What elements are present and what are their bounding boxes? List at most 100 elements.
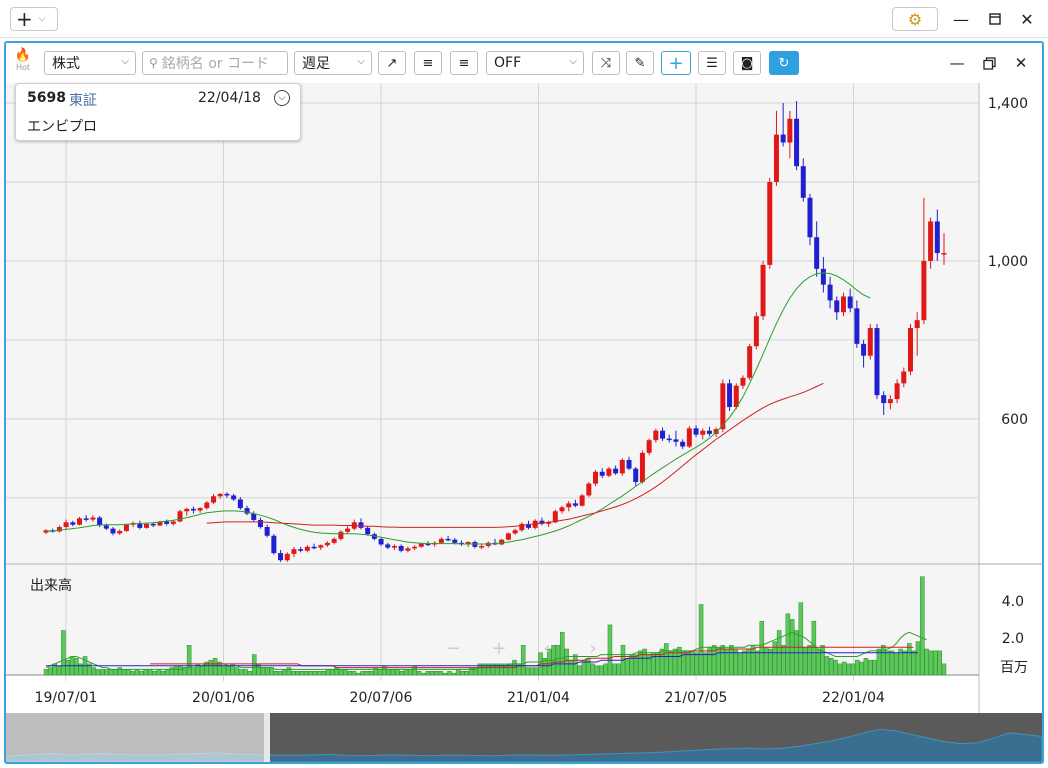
volume-bar — [204, 661, 209, 676]
search-placeholder: 銘柄名 or コード — [161, 56, 270, 72]
indicator-select[interactable]: OFF ⌵ — [486, 51, 584, 75]
volume-bar — [863, 658, 869, 676]
candle-body — [237, 499, 243, 509]
draw-button[interactable]: ✎ — [626, 51, 654, 75]
restore-icon — [982, 56, 996, 70]
volume-bar — [273, 671, 279, 676]
volume-bar — [130, 671, 136, 676]
candle-body — [586, 483, 592, 496]
volume-bar — [629, 654, 634, 676]
volume-bar — [330, 669, 335, 676]
candle-body — [881, 395, 887, 404]
volume-bar — [742, 650, 747, 676]
chart-canvas[interactable]: 19/07/01 20/01/06 20/07/06 21/01/04 21/07/05… — [6, 43, 1042, 762]
window-minimize-button[interactable]: — — [950, 8, 972, 30]
refresh-button[interactable]: ↻ — [769, 51, 799, 75]
volume-bar — [915, 641, 921, 676]
volume-bar — [850, 663, 856, 676]
shuffle-button[interactable]: ⤨ — [592, 51, 620, 75]
scroll-left-button[interactable]: ‹ — [534, 635, 560, 661]
volume-bar — [117, 667, 122, 676]
candle-body — [747, 346, 753, 378]
volume-bar — [503, 663, 509, 676]
candle-body — [519, 523, 525, 531]
volume-bar — [902, 650, 908, 676]
volume-bar — [841, 661, 847, 676]
volume-bar — [199, 665, 205, 676]
volume-bar — [460, 671, 465, 676]
volume-bar — [186, 645, 192, 676]
stock-info-box: 5698 東証 22/04/18 ⌵ エンビプロ — [15, 83, 301, 141]
timeframe-select[interactable]: 週足 ⌵ — [294, 51, 372, 75]
crosshair-button[interactable]: + — [661, 51, 691, 75]
candle-body — [90, 517, 96, 520]
volume-bar — [763, 646, 769, 676]
volume-bar — [933, 650, 938, 676]
panel-close-button[interactable]: ✕ — [1010, 52, 1032, 74]
candle-body — [479, 546, 485, 548]
volume-bar — [95, 669, 101, 676]
hot-button[interactable]: 🔥 Hot — [12, 49, 34, 79]
volume-bar — [872, 659, 877, 676]
candle-body — [157, 521, 163, 526]
volume-bar — [421, 672, 426, 676]
volume-bar — [347, 671, 352, 676]
volume-bar — [191, 667, 196, 676]
candle-body — [331, 538, 337, 543]
candle-body — [840, 296, 846, 313]
window-maximize-button[interactable] — [984, 8, 1006, 30]
zoom-in-button[interactable]: + — [486, 635, 512, 661]
volume-bar — [716, 646, 721, 676]
volume-bar — [360, 671, 365, 676]
align-right-button[interactable]: ≡ — [450, 51, 478, 75]
panel-restore-button[interactable] — [978, 52, 1000, 74]
candle-body — [251, 513, 257, 520]
panel-minimize-button[interactable]: — — [946, 52, 968, 74]
candle-body — [365, 527, 371, 535]
navigator-range-handle — [264, 713, 270, 762]
chevron-down-icon: ⌵ — [38, 14, 46, 24]
candle-body — [713, 429, 719, 434]
volume-bar — [750, 645, 756, 676]
volume-bar — [221, 665, 227, 676]
trend-line-button[interactable]: ↗ — [378, 51, 406, 75]
candle-body — [338, 531, 344, 539]
add-window-button[interactable]: + ⌵ — [10, 7, 58, 31]
stock-search-input[interactable]: ⚲ 銘柄名 or コード — [142, 51, 288, 75]
chevron-down-icon[interactable]: ⌵ — [274, 90, 290, 106]
candle-body — [907, 328, 913, 372]
volume-bar — [490, 663, 496, 676]
candle-body — [345, 528, 351, 532]
align-left-button[interactable]: ≡ — [414, 51, 442, 75]
volume-bar — [442, 672, 448, 676]
settings-button[interactable]: ⚙ — [892, 7, 938, 31]
indicator-settings-button[interactable]: ☰ — [698, 51, 726, 75]
zoom-out-button[interactable]: − — [440, 635, 466, 661]
candle-body — [204, 502, 210, 509]
volume-bar — [152, 671, 157, 676]
volume-bar — [937, 650, 942, 676]
candle-body — [526, 523, 532, 528]
screenshot-button[interactable]: ◙ — [733, 51, 761, 75]
scroll-right-button[interactable]: › — [580, 635, 606, 661]
volume-bar — [139, 671, 144, 676]
volume-bar — [898, 648, 903, 676]
candle-body — [438, 538, 444, 543]
volume-bar — [642, 648, 647, 676]
candle-body — [773, 134, 779, 182]
volume-bar — [885, 650, 890, 676]
price-tick-label: 600 — [1001, 412, 1028, 428]
volume-bar — [299, 671, 305, 676]
volume-bar — [694, 652, 699, 676]
align-right-icon: ≡ — [458, 55, 470, 71]
candle-body — [686, 428, 692, 447]
volume-bar — [104, 669, 109, 676]
candle-body — [170, 521, 176, 524]
volume-bar — [546, 648, 552, 676]
volume-bar — [711, 645, 717, 676]
window-close-button[interactable]: ✕ — [1016, 8, 1038, 30]
candle-body — [820, 268, 826, 285]
asset-type-select[interactable]: 株式 ⌵ — [44, 51, 136, 75]
volume-bar — [143, 669, 149, 676]
candle-body — [767, 181, 773, 265]
